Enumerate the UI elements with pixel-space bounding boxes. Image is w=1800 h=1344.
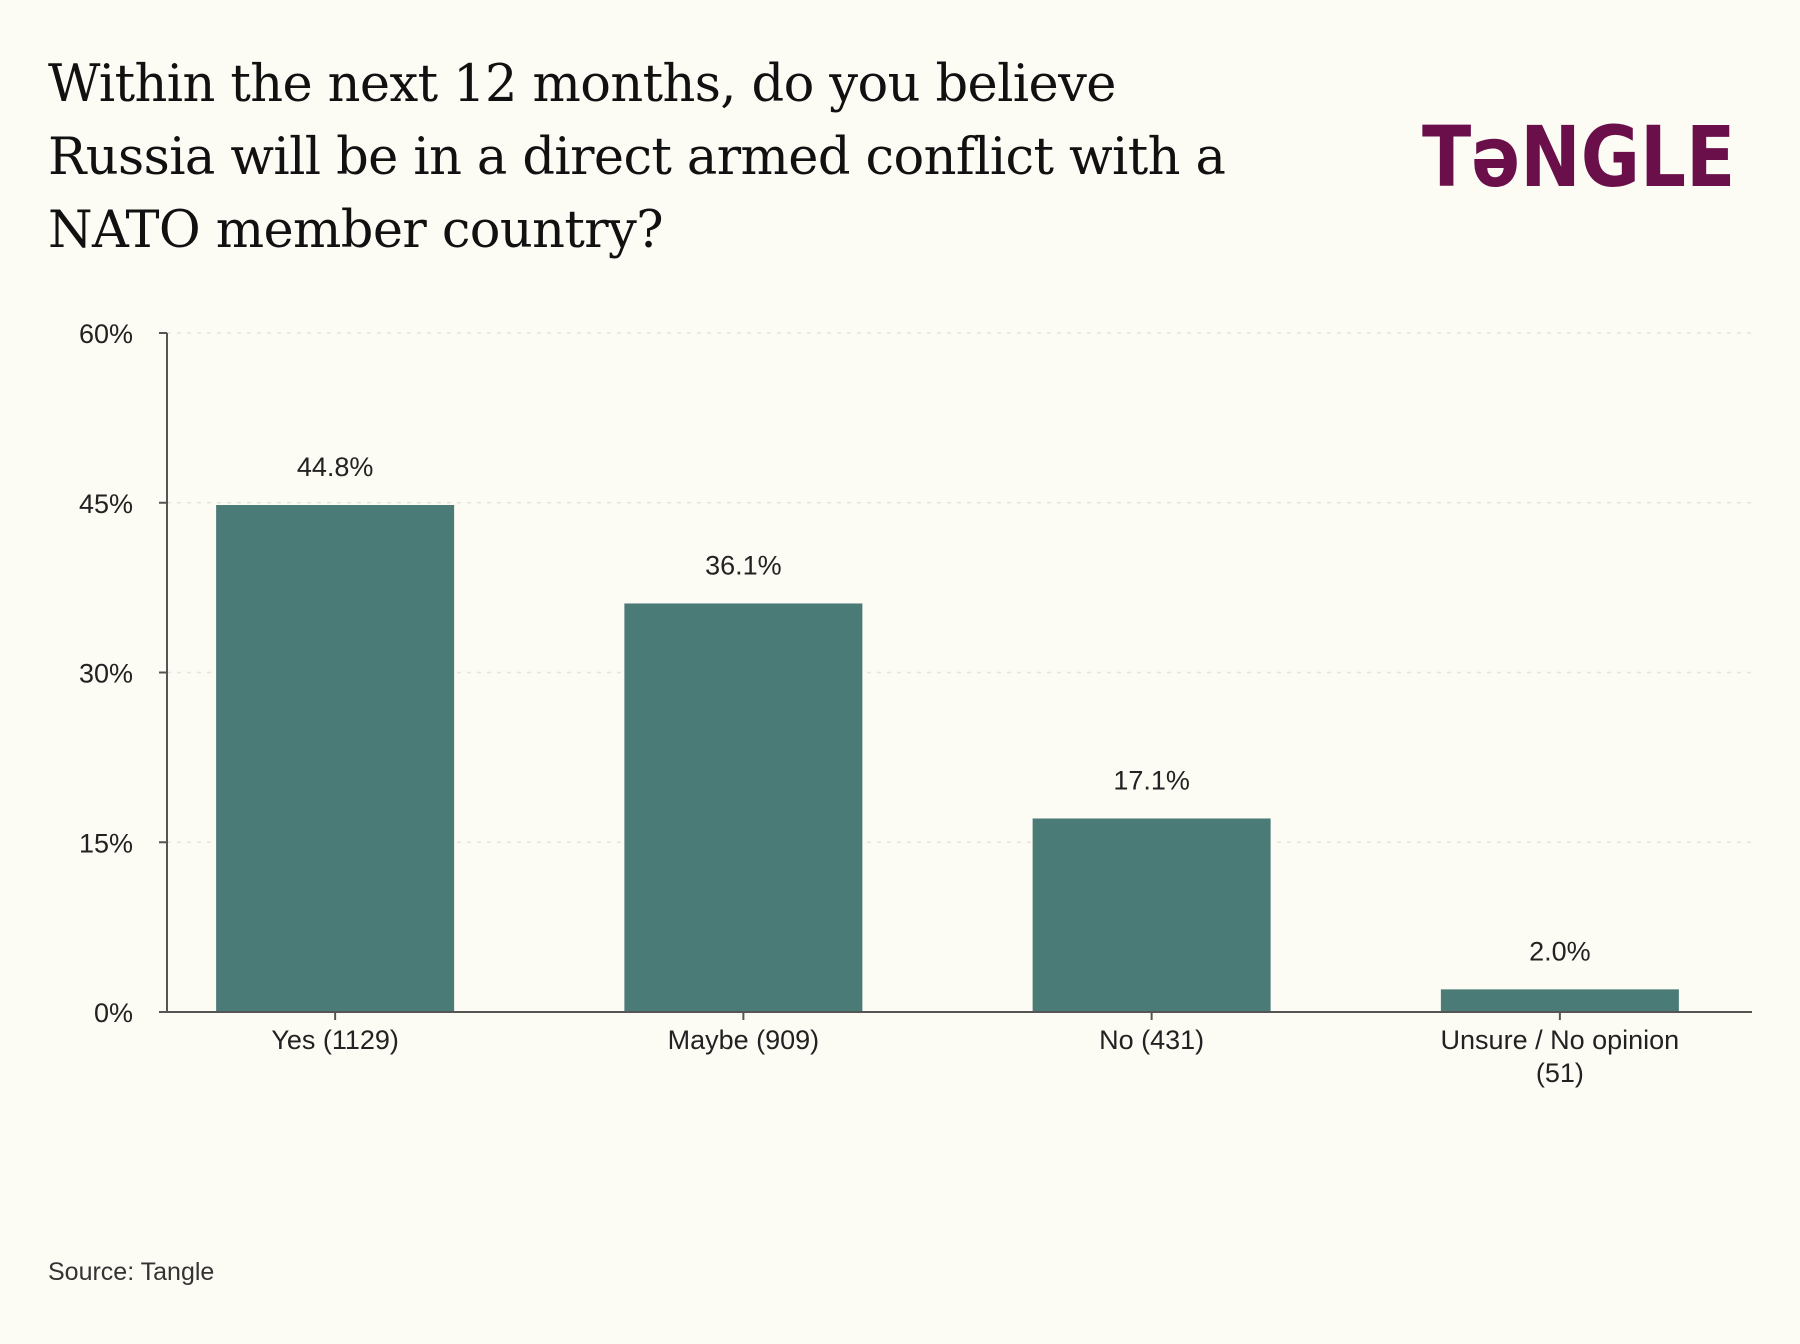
bar: [216, 505, 455, 1012]
y-tick-label: 0%: [94, 998, 133, 1028]
y-tick-label: 30%: [79, 659, 133, 689]
bar: [1440, 989, 1679, 1012]
x-tick-label-line: No (431): [1099, 1025, 1204, 1055]
grid-lines: [167, 332, 1752, 843]
x-tick-label-line: Yes (1129): [271, 1025, 399, 1055]
value-label: 44.8%: [297, 452, 374, 482]
value-label: 36.1%: [705, 550, 782, 580]
x-tick-label: Unsure / No opinion (51): [1441, 1025, 1680, 1088]
axes: [159, 332, 1752, 1020]
bar: [624, 603, 863, 1012]
tangle-logo: TəNGLE: [1422, 108, 1736, 206]
source-note: Source: Tangle: [48, 1258, 215, 1286]
chart-title: Within the next 12 months, do you believ…: [48, 55, 1226, 260]
y-tick-label: 45%: [79, 489, 133, 519]
bars: [216, 505, 1679, 1012]
y-tick-label: 15%: [79, 828, 133, 858]
x-tick-label-line: Unsure / No opinion: [1441, 1025, 1680, 1055]
x-tick-label-line: Maybe (909): [668, 1025, 820, 1055]
value-label: 17.1%: [1113, 765, 1190, 795]
bar: [1032, 818, 1271, 1012]
x-tick-label: Yes (1129): [271, 1025, 399, 1055]
x-tick-label-line: (51): [1536, 1058, 1584, 1088]
value-label: 2.0%: [1529, 936, 1591, 966]
y-tick-label: 60%: [79, 319, 133, 349]
labels: 0% 15% 30% 45% 60% 44.8% Yes (1129) 36.1% Maybe …: [79, 319, 1679, 1088]
x-tick-label: Maybe (909): [668, 1025, 820, 1055]
x-tick-label: No (431): [1099, 1025, 1204, 1055]
